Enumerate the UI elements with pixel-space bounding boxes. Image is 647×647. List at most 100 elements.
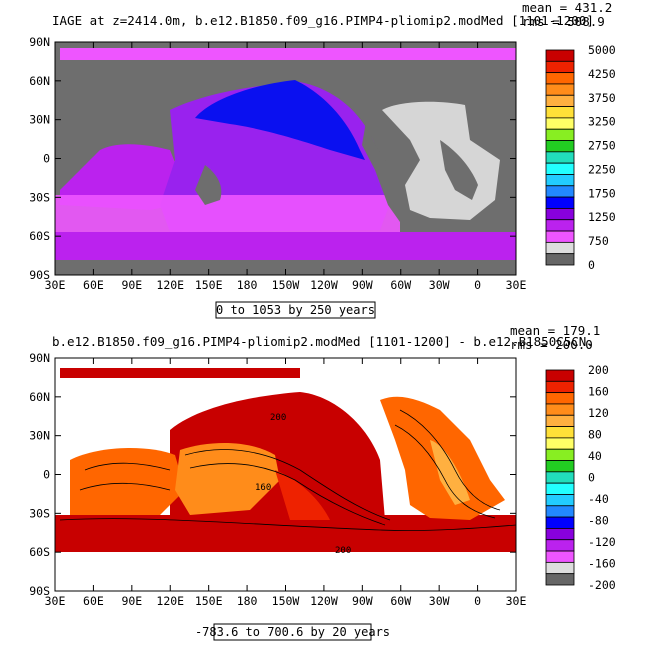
- colorbar-swatch: [545, 561, 575, 575]
- x-tick-label: 30W: [429, 594, 450, 608]
- colorbar-label: 80: [588, 428, 602, 442]
- y-tick-label: 0: [43, 152, 50, 166]
- south-band: [55, 195, 400, 232]
- central-pacific-2: [275, 470, 330, 520]
- y-tick-label: 90N: [29, 35, 50, 49]
- colorbar-label: 0: [588, 258, 595, 272]
- colorbar-swatch: [545, 460, 575, 473]
- panel-1-range-box: [215, 301, 376, 319]
- atlantic-core-2: [430, 440, 470, 505]
- southern-ocean: [55, 232, 516, 260]
- colorbar-swatch: [545, 106, 575, 119]
- colorbar-label: 0: [588, 471, 595, 485]
- y-tick-label: 90N: [29, 351, 50, 365]
- colorbar-swatch: [545, 471, 575, 484]
- colorbar-label: 2250: [588, 162, 616, 176]
- x-tick-label: 0: [474, 278, 481, 292]
- y-tick-label: 60N: [29, 390, 50, 404]
- colorbar-label: 1750: [588, 186, 616, 200]
- colorbar-swatch: [545, 253, 575, 266]
- panel-2-rms: rms = 200.0: [510, 337, 593, 352]
- colorbar-swatch: [545, 482, 575, 495]
- colorbar-label: 200: [588, 363, 609, 377]
- x-tick-label: 90E: [121, 278, 142, 292]
- panel-1-title: IAGE at z=2414.0m, b.e12.B1850.f09_g16.P…: [52, 13, 594, 28]
- x-tick-label: 180: [237, 594, 258, 608]
- panel-2-title: b.e12.B1850.f09_g16.PIMP4-pliomip2.modMe…: [52, 334, 594, 349]
- north-pacific: [195, 80, 365, 160]
- panel-2-range-box: [213, 623, 372, 641]
- x-tick-label: 90W: [352, 278, 373, 292]
- x-tick-label: 150W: [272, 594, 300, 608]
- colorbar-swatch: [545, 128, 575, 141]
- y-tick-label: 30S: [29, 506, 50, 520]
- panel-2-map: [55, 358, 516, 591]
- colorbar-swatch: [545, 403, 575, 416]
- y-tick-label: 90S: [29, 584, 50, 598]
- colorbar-label: 4250: [588, 67, 616, 81]
- colorbar-swatch: [545, 94, 575, 107]
- x-tick-label: 150W: [272, 278, 300, 292]
- colorbar-label: 120: [588, 406, 609, 420]
- colorbar-label: 5000: [588, 43, 616, 57]
- colorbar-label: -120: [588, 535, 616, 549]
- arctic: [60, 48, 516, 60]
- contour-label-3: 200: [335, 546, 351, 556]
- colorbar-swatch: [545, 241, 575, 255]
- x-tick-label: 60E: [83, 278, 104, 292]
- colorbar-swatch: [545, 437, 575, 450]
- colorbar-swatch: [545, 369, 575, 382]
- colorbar-swatch: [545, 448, 575, 461]
- panel-2: b.e12.B1850.f09_g16.PIMP4-pliomip2.modMe…: [29, 323, 616, 641]
- x-tick-label: 30E: [506, 278, 527, 292]
- colorbar-swatch: [545, 505, 575, 518]
- colorbar-swatch: [545, 72, 575, 85]
- colorbar-label: 2750: [588, 139, 616, 153]
- panel-2-axes: 30E 60E 90E 120E 150E 180 150W 120W 90W 60W 30W 0 30…: [29, 351, 526, 608]
- panel-1-range-label: 0 to 1053 by 250 years: [216, 303, 375, 317]
- americas-land: [362, 98, 410, 222]
- colorbar-swatch: [545, 151, 575, 164]
- x-tick-label: 90E: [121, 594, 142, 608]
- colorbar-swatch: [545, 208, 575, 221]
- x-tick-label: 150E: [195, 278, 223, 292]
- colorbar-label: 3250: [588, 115, 616, 129]
- colorbar-swatch: [545, 380, 575, 394]
- x-tick-label: 60W: [390, 278, 411, 292]
- colorbar-swatch: [545, 140, 575, 153]
- colorbar-swatch: [545, 573, 575, 586]
- colorbar-swatch: [545, 162, 575, 175]
- panel-2-range-label: -783.6 to 700.6 by 20 years: [195, 625, 390, 639]
- colorbar-swatch: [545, 185, 575, 198]
- colorbar-label: 3750: [588, 91, 616, 105]
- x-tick-label: 120E: [156, 278, 184, 292]
- colorbar-swatch: [545, 392, 575, 405]
- colorbar-swatch: [545, 219, 575, 232]
- arctic-strip-2: [60, 368, 300, 378]
- colorbar-label: -160: [588, 557, 616, 571]
- colorbar-label: 160: [588, 385, 609, 399]
- x-tick-label: 60W: [390, 594, 411, 608]
- australia-land: [195, 165, 222, 205]
- x-tick-label: 30E: [45, 594, 66, 608]
- x-tick-label: 180: [237, 278, 258, 292]
- colorbar-swatch: [545, 230, 575, 243]
- contours: [59, 409, 516, 531]
- colorbar-swatch: [545, 60, 575, 74]
- y-tick-label: 30N: [29, 429, 50, 443]
- panel-2-colorbar: 200 160 120 80 40 0 -40 -80 -120 -160 -200: [545, 363, 616, 592]
- panel-1: IAGE at z=2414.0m, b.e12.B1850.f09_g16.P…: [29, 0, 616, 319]
- panel-1-rms: rms = 508.9: [522, 14, 605, 29]
- colorbar-swatch: [545, 494, 575, 507]
- africa-land: [440, 140, 478, 200]
- panel-2-mean: mean = 179.1: [510, 323, 600, 338]
- x-tick-label: 0: [474, 594, 481, 608]
- x-tick-label: 60E: [83, 594, 104, 608]
- colorbar-swatch: [545, 414, 575, 427]
- panel-1-map: [55, 42, 516, 275]
- x-tick-label: 30E: [506, 594, 527, 608]
- x-tick-label: 150E: [195, 594, 223, 608]
- x-tick-label: 120W: [310, 594, 338, 608]
- colorbar-label: -80: [588, 514, 609, 528]
